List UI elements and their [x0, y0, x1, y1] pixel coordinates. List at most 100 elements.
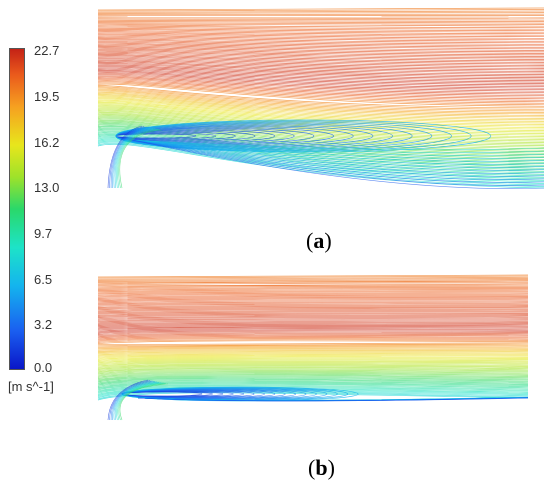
streamline — [97, 363, 529, 368]
streamline — [97, 344, 529, 348]
streamline — [97, 351, 529, 355]
streamline — [97, 382, 529, 390]
streamline — [97, 307, 529, 311]
streamline — [116, 382, 162, 421]
streamline — [97, 44, 545, 56]
streamline — [97, 71, 545, 91]
colorbar-tick: 6.5 — [34, 272, 53, 287]
streamline — [97, 285, 529, 289]
streamline — [97, 92, 545, 119]
streamline — [97, 65, 545, 83]
streamline — [97, 126, 545, 165]
streamline — [97, 33, 545, 41]
streamline — [97, 348, 529, 352]
streamline — [97, 319, 529, 323]
streamline — [97, 40, 545, 50]
streamline — [97, 353, 529, 357]
streamline — [97, 57, 545, 72]
streamline — [110, 126, 147, 189]
streamline — [97, 63, 545, 80]
streamline — [97, 375, 529, 382]
streamline — [97, 19, 545, 22]
streamline — [97, 125, 545, 163]
streamline — [97, 380, 529, 387]
streamline — [97, 81, 545, 104]
streamline — [131, 139, 545, 159]
streamline — [97, 295, 529, 299]
streamline — [107, 125, 143, 189]
streamline — [97, 103, 545, 133]
streamline — [97, 97, 545, 125]
streamline — [97, 366, 529, 372]
streamline — [97, 119, 545, 156]
streamline — [97, 58, 545, 74]
streamline — [131, 139, 545, 174]
streamline — [97, 80, 545, 103]
streamline — [97, 99, 545, 128]
streamline — [97, 330, 529, 334]
streamline — [97, 116, 545, 151]
streamline — [137, 397, 529, 402]
streamline — [97, 293, 529, 297]
streamline — [97, 95, 545, 122]
streamline — [97, 28, 545, 35]
streamline — [97, 376, 529, 383]
streamline — [97, 329, 529, 333]
streamline — [97, 346, 529, 350]
streamline — [113, 127, 151, 189]
streamline — [131, 139, 545, 151]
streamline — [97, 355, 529, 359]
streamline — [97, 333, 529, 338]
streamline — [97, 54, 545, 68]
streamline — [97, 365, 529, 370]
streamline — [97, 311, 529, 315]
streamline — [97, 12, 545, 14]
streamline — [97, 384, 529, 392]
streamline — [109, 126, 145, 189]
streamline — [113, 381, 157, 421]
streamline — [97, 352, 529, 356]
streamline — [97, 347, 529, 351]
streamline — [97, 104, 545, 134]
streamline — [115, 120, 472, 152]
streamline — [97, 314, 529, 318]
streamline — [97, 362, 529, 367]
streamline — [97, 38, 545, 47]
streamline — [97, 367, 529, 373]
streamline — [97, 34, 545, 42]
streamline — [97, 50, 545, 63]
streamline — [97, 302, 529, 306]
streamline — [97, 25, 545, 30]
streamline — [97, 20, 545, 24]
streamline — [109, 380, 151, 421]
streamline — [119, 129, 163, 189]
streamline — [97, 83, 545, 107]
streamline — [117, 382, 164, 421]
streamline — [97, 10, 545, 13]
streamline — [97, 101, 545, 131]
streamline — [97, 72, 545, 92]
colorbar-tick: 9.7 — [34, 226, 53, 241]
streamline — [97, 96, 545, 124]
streamline — [97, 36, 545, 45]
streamline — [97, 64, 545, 81]
streamline — [97, 55, 545, 69]
streamline — [97, 77, 545, 100]
streamline — [97, 309, 529, 313]
streamline — [97, 298, 529, 302]
streamline — [97, 74, 545, 95]
streamline — [97, 364, 529, 369]
streamline — [116, 128, 156, 189]
streamline — [97, 306, 529, 309]
streamline — [97, 312, 529, 316]
streamline — [97, 371, 529, 377]
colorbar-tick: 22.7 — [34, 43, 60, 58]
streamline — [97, 308, 529, 312]
streamline — [97, 48, 545, 60]
streamline — [97, 377, 529, 384]
streamline — [97, 290, 529, 294]
streamline — [97, 372, 529, 378]
colorbar-tick: 16.2 — [34, 135, 60, 150]
streamline — [97, 378, 529, 385]
streamline — [112, 127, 149, 189]
